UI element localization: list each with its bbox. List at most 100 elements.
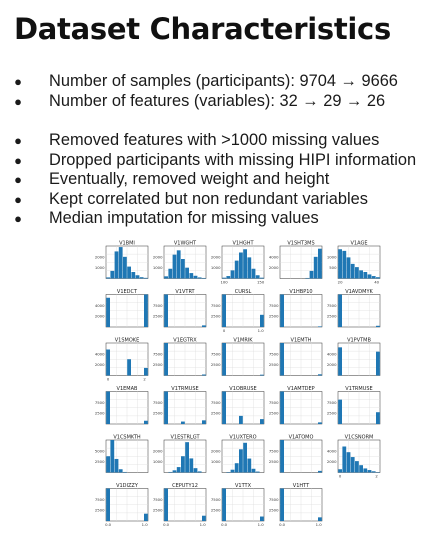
y-tick-label: 4000 [95,351,105,356]
histogram-bar [127,359,131,375]
y-tick-label: 7500 [269,303,279,308]
panel-title: CEPUTY12 [172,483,198,489]
histogram-bar [314,257,318,279]
histogram-panel: V1AGE 500 1000 20 40 [327,240,380,284]
histogram-bar [164,489,168,522]
histogram-bar [222,392,226,425]
histogram-panel: V1CSNORM 2000 4000 0 2 [327,434,380,478]
y-tick-label: 2500 [211,314,221,319]
x-tick-label: 0 [107,377,110,382]
x-tick-label: 1.0 [200,522,207,527]
bullet-text: Removed features with >1000 missing valu… [49,131,379,151]
panel-title: V1HBP10 [289,289,312,295]
panel-title: V1CSNORM [345,434,374,440]
histogram-bar [202,516,206,521]
y-tick-label: 2500 [211,362,221,367]
histogram-bar [185,442,189,472]
histogram-bar [235,261,239,279]
histogram-panel: V1SHT3MS 2000 4000 [269,240,322,278]
histogram-bar [359,465,363,472]
panel-title: V1TTX [235,483,252,489]
bullet-text: Median imputation for missing values [49,209,319,229]
y-tick-label: 2000 [211,448,221,453]
bullet-item: ● Dropped participants with missing HIPI… [12,151,445,171]
y-tick-label: 2500 [95,411,105,416]
y-tick-label: 2500 [327,314,337,319]
histogram-bar [347,452,351,472]
histogram-bar [164,392,168,425]
histogram-bar [144,278,148,279]
histogram-bar [198,471,202,472]
y-tick-label: 4000 [327,448,337,453]
y-tick-label: 4000 [269,254,279,259]
histogram-bar [106,392,110,425]
bullet-dot: ● [12,72,24,92]
histogram-panel: V1PVTMB 2000 4000 [327,337,380,375]
histogram-panel: V1AVDMYK 2500 7500 [327,289,380,327]
histogram-bar [342,251,346,279]
x-tick-label: 2 [143,377,146,382]
histogram-bar [194,276,198,279]
histogram-bar [243,249,247,278]
bullet-item: ● Median imputation for missing values [12,209,445,229]
histogram-bar [310,271,314,279]
y-tick-label: 2000 [269,265,279,270]
bullet-text: Number of samples (participants): 9704 →… [49,72,398,92]
histogram-panel: V1BMI 1000 2000 [95,240,148,278]
histogram-bar [231,470,235,473]
panel-title: V1MRIK [233,337,253,343]
histogram-bar [106,298,110,327]
histogram-bar [318,326,322,327]
histogram-panel: V1DIZZY 2500 7500 0.0 1.0 [95,483,148,527]
histogram-bar [280,343,284,376]
bullet-dot: ● [12,131,24,151]
panel-title: V1TRMUSE [171,386,198,392]
bullet-item: ● Number of features (variables): 32 → 2… [12,92,445,112]
histogram-bar [110,440,114,473]
histogram-panel: V1EMTH 2500 7500 [269,337,322,375]
histogram-bar [338,249,342,278]
histogram-panel: V1MRIK 2500 7500 [211,337,264,375]
histogram-bar [144,295,148,328]
histogram-panel: V1TRMUSE 2500 7500 [327,386,380,424]
histogram-panel: V1EMAB 2500 7500 [95,386,148,424]
histogram-bar [106,489,110,522]
panel-title: V1OBRUSE [229,386,256,392]
histogram-bar [136,275,140,278]
histogram-panel: V1AMTDEP 2500 7500 [269,386,322,424]
histogram-bar [235,463,239,472]
x-tick-label: 0.0 [163,522,170,527]
histogram-bar [260,419,264,424]
histogram-bar [252,469,256,473]
histogram-bar [119,469,123,472]
y-tick-label: 7500 [327,400,337,405]
y-tick-label: 7500 [95,497,105,502]
histogram-grid-svg: V1BMI10002000V1WGHT10002000V1HGHT1000200… [92,238,382,528]
y-tick-label: 1000 [211,459,221,464]
histogram-panel: V1ESTRLGT 1000 2000 [153,434,206,472]
histogram-bar [123,257,127,279]
histogram-bar [318,422,322,424]
histogram-bar [372,276,376,278]
histogram-panel: V1EGTRX 2500 7500 [153,337,206,375]
x-tick-label: 1.0 [316,522,323,527]
histogram-bar [226,276,230,278]
bullet-item: ● Number of samples (participants): 9704… [12,72,445,92]
x-tick-label: 0.0 [105,522,112,527]
bullet-dot: ● [12,92,24,112]
histogram-bar [256,275,260,278]
x-tick-label: 1.0 [258,522,265,527]
y-tick-label: 1000 [95,265,105,270]
histogram-panel: V1CSMKTH 2500 5000 [95,434,148,472]
y-tick-label: 2000 [95,254,105,259]
y-tick-label: 7500 [153,303,163,308]
histogram-panel: V1TTX 2500 7500 0.0 1.0 [211,483,264,527]
histogram-bar [260,517,264,521]
y-tick-label: 7500 [211,351,221,356]
panel-title: V1BMI [119,240,135,246]
x-tick-label: 150 [257,280,265,285]
histogram-bar [106,456,110,472]
bullet-list: ● Number of samples (participants): 9704… [12,72,445,229]
histogram-bar [247,459,251,473]
histogram-bar [280,392,284,425]
